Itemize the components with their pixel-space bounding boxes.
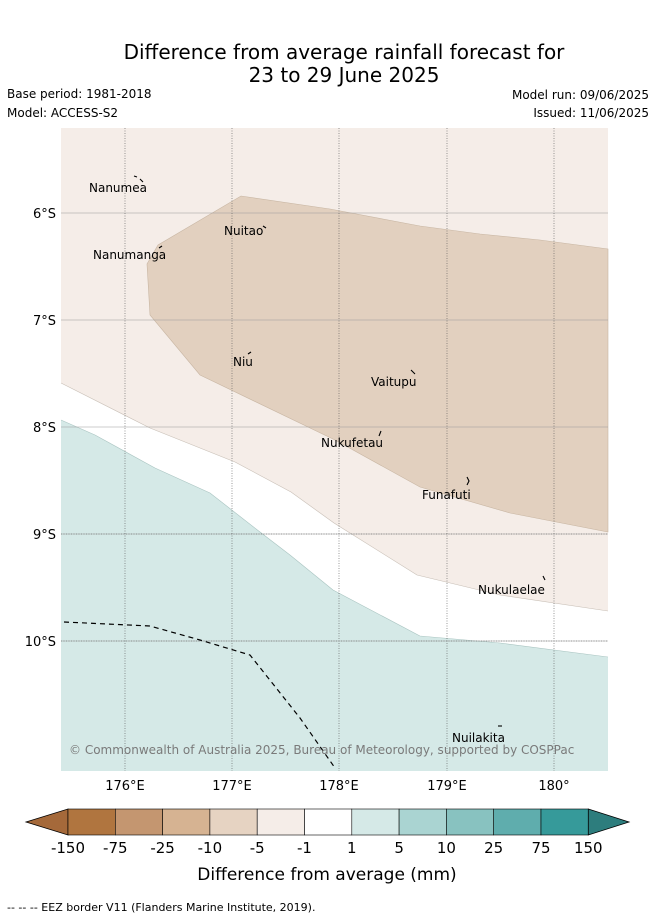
colorbar-box xyxy=(540,808,589,836)
colorbar-tick-label: 1 xyxy=(347,839,357,857)
lat-label: 7°S xyxy=(33,314,56,329)
model-run: Model run: 09/06/2025 xyxy=(511,88,649,102)
colorbar-box xyxy=(115,808,163,836)
island-label: Nukufetau xyxy=(321,436,383,450)
colorbar-arrow-right xyxy=(587,808,631,836)
title-line-2: 23 to 29 June 2025 xyxy=(248,63,440,87)
colorbar-arrow-left xyxy=(24,808,69,836)
colorbar-tick-label: -150 xyxy=(51,839,85,857)
island-shapes xyxy=(133,175,546,727)
colorbar-box xyxy=(493,808,542,836)
lat-label: 8°S xyxy=(33,421,56,436)
colorbar: -150 -75 -25 -10 -5 -1 1 5 10 25 75 150 xyxy=(24,808,631,857)
colorbar-tick-label: 5 xyxy=(394,839,404,857)
region-slightly-wet xyxy=(61,420,608,771)
island-label: Nuitao xyxy=(224,224,263,238)
colorbar-tick-label: 25 xyxy=(484,839,503,857)
lon-label: 177°E xyxy=(212,779,252,794)
colorbar-tick-label: -5 xyxy=(250,839,265,857)
island-label: Funafuti xyxy=(422,488,471,502)
colorbar-tick-label: 10 xyxy=(437,839,456,857)
colorbar-box xyxy=(209,808,258,836)
map-panel xyxy=(60,128,609,771)
colorbar-tick-label: -25 xyxy=(150,839,175,857)
lon-label: 180° xyxy=(538,779,569,794)
base-period: Base period: 1981-2018 xyxy=(7,87,152,101)
lat-label: 10°S xyxy=(25,635,56,650)
lon-grid xyxy=(124,128,555,771)
colorbar-tick-label: -10 xyxy=(198,839,223,857)
eez-legend: -- -- -- EEZ border V11 (Flanders Marine… xyxy=(7,901,315,914)
colorbar-tick-label: -1 xyxy=(297,839,312,857)
island-label: Niu xyxy=(233,355,253,369)
eez-border xyxy=(63,621,336,769)
colorbar-box xyxy=(256,808,305,836)
island-label: Nuilakita xyxy=(452,731,505,745)
lon-label: 178°E xyxy=(319,779,359,794)
title-line-1: Difference from average rainfall forecas… xyxy=(123,40,565,64)
island-labels: Nanumea Nuitao Nanumanga Niu Vaitupu Nuk… xyxy=(89,181,545,745)
colorbar-box xyxy=(398,808,447,836)
lon-label: 176°E xyxy=(105,779,145,794)
lat-label: 9°S xyxy=(33,528,56,543)
colorbar-box xyxy=(351,808,400,836)
colorbar-title: Difference from average (mm) xyxy=(197,865,456,885)
colorbar-tick-label: 150 xyxy=(574,839,603,857)
island-label: Vaitupu xyxy=(371,375,417,389)
lon-labels: 176°E 177°E 178°E 179°E 180° xyxy=(105,779,569,794)
island-label: Nanumanga xyxy=(93,248,166,262)
model-name: Model: ACCESS-S2 xyxy=(7,106,119,120)
map-title: Difference from average rainfall forecas… xyxy=(0,41,655,87)
lat-labels: 6°S 7°S 8°S 9°S 10°S xyxy=(25,207,56,650)
island-label: Nukulaelae xyxy=(478,583,545,597)
copyright-text: © Commonwealth of Australia 2025, Bureau… xyxy=(69,743,574,757)
colorbar-box xyxy=(304,808,353,836)
issued-date: Issued: 11/06/2025 xyxy=(533,106,649,120)
lat-label: 6°S xyxy=(33,207,56,222)
colorbar-tick-label: 75 xyxy=(531,839,550,857)
colorbar-box xyxy=(446,808,494,836)
region-dry xyxy=(147,196,608,532)
lon-label: 179°E xyxy=(427,779,467,794)
colorbar-tick-label: -75 xyxy=(103,839,128,857)
colorbar-box xyxy=(162,808,211,836)
island-label: Nanumea xyxy=(89,181,147,195)
colorbar-box xyxy=(67,808,116,836)
